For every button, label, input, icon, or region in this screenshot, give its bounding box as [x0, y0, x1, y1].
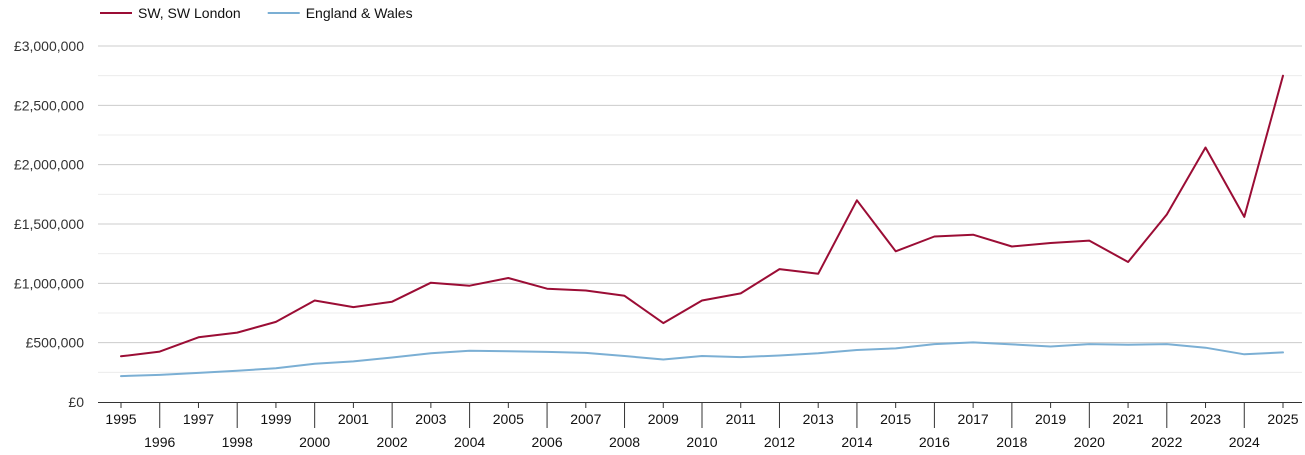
x-tick-label: 2013: [803, 411, 834, 427]
x-tick-label: 2018: [996, 434, 1027, 450]
x-tick-label: 1998: [222, 434, 253, 450]
y-tick-label: £2,500,000: [14, 97, 84, 113]
x-tick-label: 2005: [493, 411, 524, 427]
x-tick-label: 2004: [454, 434, 485, 450]
x-tick-label: 2012: [764, 434, 795, 450]
x-tick-label: 1995: [105, 411, 136, 427]
legend-label: England & Wales: [306, 5, 413, 21]
x-tick-label: 2010: [686, 434, 717, 450]
x-tick-label: 2011: [726, 411, 756, 427]
series-line: [120, 341, 1284, 378]
x-tick-label: 2022: [1151, 434, 1182, 450]
x-tick-label: 2009: [648, 411, 679, 427]
x-tick-label: 2015: [880, 411, 911, 427]
y-axis: £0 £500,000 £1,000,000 £1,500,000 £2,000,000…: [14, 38, 1302, 410]
x-tick-label: 2014: [841, 434, 872, 450]
x-tick-label: 2006: [531, 434, 562, 450]
x-tick-label: 2025: [1267, 411, 1298, 427]
x-tick-label: 2003: [415, 411, 446, 427]
x-tick-label: 2019: [1035, 411, 1066, 427]
x-tick-label: 2020: [1074, 434, 1105, 450]
x-tick-label: 2008: [609, 434, 640, 450]
series-layer: [120, 74, 1284, 378]
y-tick-label: £0: [68, 394, 84, 410]
x-tick-label: 2000: [299, 434, 330, 450]
x-tick-label: 2001: [338, 411, 369, 427]
y-tick-label: £2,000,000: [14, 157, 84, 173]
y-tick-label: £3,000,000: [14, 38, 84, 54]
legend-label: SW, SW London: [138, 5, 241, 21]
x-tick-label: 2017: [958, 411, 989, 427]
x-tick-label: 2016: [919, 434, 950, 450]
y-tick-label: £1,000,000: [14, 275, 84, 291]
x-tick-label: 2002: [377, 434, 408, 450]
gridlines: [98, 45, 1302, 373]
y-tick-label: £500,000: [26, 335, 85, 351]
x-axis: 1995 1996 1997 1998 1999 2000 2001 2002 2003 2004…: [105, 402, 1299, 450]
x-tick-label: 1999: [260, 411, 291, 427]
y-tick-label: £1,500,000: [14, 216, 84, 232]
x-tick-label: 2007: [570, 411, 601, 427]
x-tick-label: 2021: [1112, 411, 1143, 427]
x-tick-label: 1996: [144, 434, 175, 450]
x-tick-label: 2023: [1190, 411, 1221, 427]
x-tick-label: 2024: [1229, 434, 1260, 450]
x-tick-label: 1997: [183, 411, 214, 427]
series-line: [120, 74, 1284, 358]
legend: SW, SW London England & Wales: [100, 5, 413, 21]
